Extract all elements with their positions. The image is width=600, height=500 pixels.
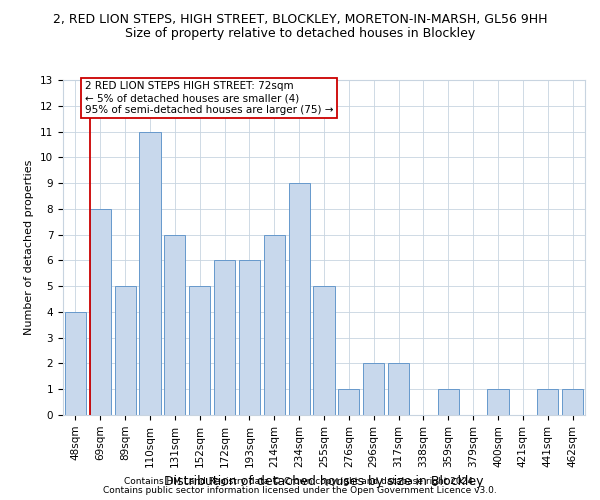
Bar	[537, 389, 558, 415]
Bar	[239, 260, 260, 415]
Bar	[214, 260, 235, 415]
Text: Size of property relative to detached houses in Blockley: Size of property relative to detached ho…	[125, 28, 475, 40]
Bar	[388, 364, 409, 415]
X-axis label: Distribution of detached houses by size in Blockley: Distribution of detached houses by size …	[164, 475, 484, 488]
Bar	[90, 209, 111, 415]
Bar	[189, 286, 210, 415]
Y-axis label: Number of detached properties: Number of detached properties	[25, 160, 34, 335]
Bar	[338, 389, 359, 415]
Bar	[363, 364, 384, 415]
Bar	[313, 286, 335, 415]
Bar	[289, 183, 310, 415]
Bar	[562, 389, 583, 415]
Bar	[487, 389, 509, 415]
Bar	[264, 234, 285, 415]
Bar	[65, 312, 86, 415]
Text: 2, RED LION STEPS, HIGH STREET, BLOCKLEY, MORETON-IN-MARSH, GL56 9HH: 2, RED LION STEPS, HIGH STREET, BLOCKLEY…	[53, 12, 547, 26]
Text: Contains HM Land Registry data © Crown copyright and database right 2024.: Contains HM Land Registry data © Crown c…	[124, 477, 476, 486]
Bar	[438, 389, 459, 415]
Text: Contains public sector information licensed under the Open Government Licence v3: Contains public sector information licen…	[103, 486, 497, 495]
Bar	[115, 286, 136, 415]
Bar	[164, 234, 185, 415]
Text: 2 RED LION STEPS HIGH STREET: 72sqm
← 5% of detached houses are smaller (4)
95% : 2 RED LION STEPS HIGH STREET: 72sqm ← 5%…	[85, 82, 334, 114]
Bar	[139, 132, 161, 415]
